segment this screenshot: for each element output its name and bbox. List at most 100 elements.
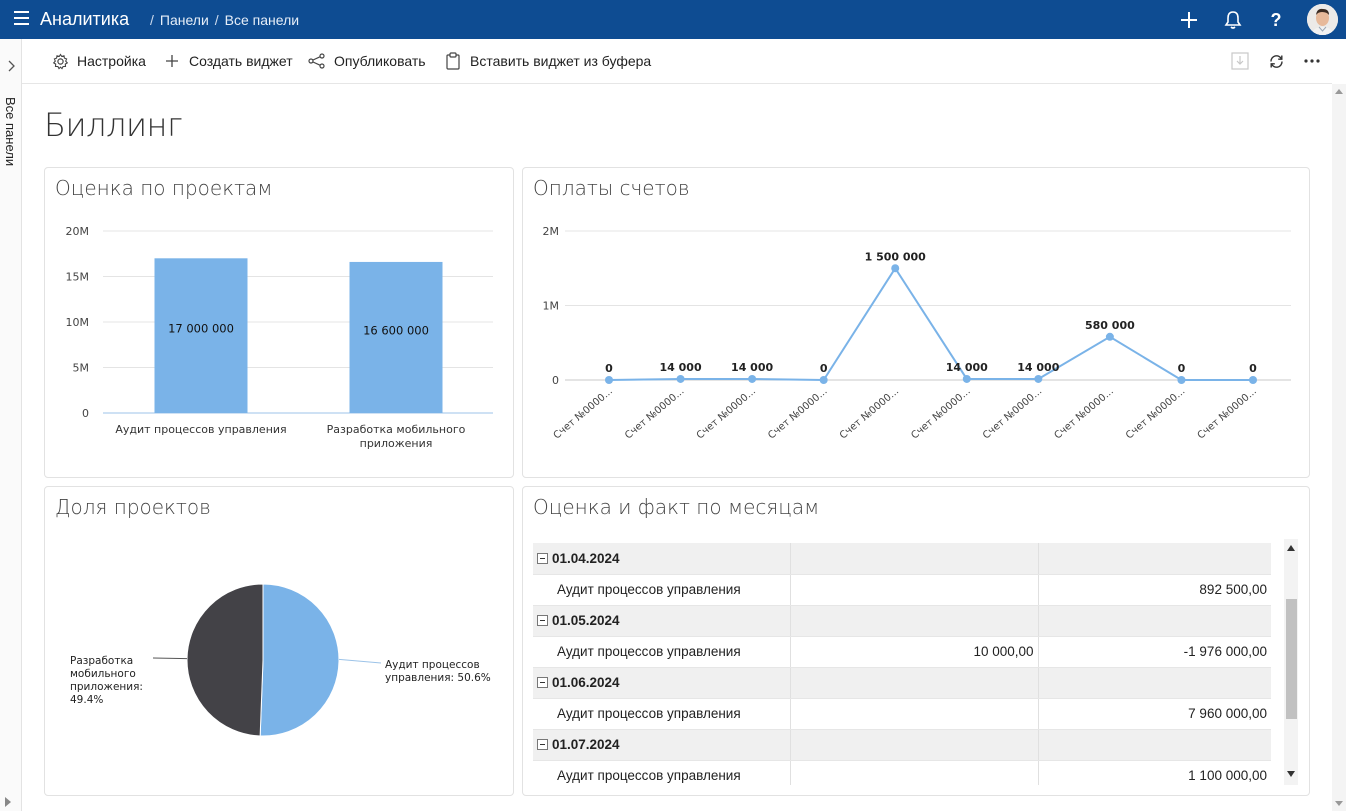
pie-label: Разработка мобильного приложения: 49.4% — [70, 655, 143, 706]
widget-invoice-payments: Оплаты счетов 0 1M 2M 0 Счет №0000... 14 000 С… — [522, 167, 1310, 478]
project-name-cell: Аудит процессов управления — [533, 698, 791, 730]
left-rail: Все панели — [0, 39, 22, 811]
create-widget-button[interactable]: Создать виджет — [163, 51, 293, 71]
x-category-label: Счет №0000... — [552, 386, 615, 442]
bar-chart: 0 5M 10M 15M 20M 17 000 000 16 600 000 Аудит пр… — [66, 225, 493, 450]
bar-data-label: 17 000 000 — [168, 322, 234, 336]
pivot-grid: 01.04.2024 Аудит процессов управления 892 … — [533, 539, 1298, 785]
paste-widget-label: Вставить виджет из буфера — [470, 53, 652, 69]
point-data-label: 14 000 — [731, 361, 773, 374]
fact-cell: 892 500,00 — [1038, 574, 1271, 606]
project-name-cell: Аудит процессов управления — [533, 574, 791, 606]
group-cell — [1038, 543, 1271, 575]
collapse-icon[interactable] — [537, 739, 548, 750]
y-tick-label: 15M — [66, 271, 90, 284]
collapse-icon[interactable] — [537, 677, 548, 688]
group-cell — [790, 543, 1039, 575]
grid-scrollbar[interactable] — [1284, 539, 1298, 785]
group-cell — [1038, 605, 1271, 637]
group-date-cell: 01.07.2024 — [533, 729, 791, 761]
scroll-thumb[interactable] — [1286, 599, 1297, 719]
widget-title: Оплаты счетов — [533, 176, 690, 200]
fact-cell: 7 960 000,00 — [1038, 698, 1271, 730]
settings-button[interactable]: Настройка — [51, 51, 146, 71]
help-icon[interactable]: ? — [1270, 9, 1282, 30]
group-row: 01.04.2024 — [533, 543, 1271, 575]
chevron-right-icon[interactable] — [4, 59, 18, 73]
toolbar: Настройка Создать виджет Опубликовать Вс… — [22, 39, 1332, 84]
publish-button[interactable]: Опубликовать — [308, 51, 426, 71]
pie-chart: Аудит процессов управления: 50.6% Разработ… — [70, 583, 491, 737]
widget-project-share: Доля проектов Аудит процессов управления:… — [44, 486, 514, 796]
group-date-cell: 01.06.2024 — [533, 667, 791, 699]
group-date: 01.05.2024 — [552, 613, 620, 628]
y-tick-label: 20M — [66, 225, 90, 238]
project-name-cell: Аудит процессов управления — [533, 636, 791, 668]
x-category-label: Счет №0000... — [838, 386, 901, 442]
estimate-cell — [790, 574, 1039, 606]
group-date-cell: 01.05.2024 — [533, 605, 791, 637]
line-point — [605, 376, 613, 384]
point-data-label: 14 000 — [660, 361, 702, 374]
x-category-label: Аудит процессов управления — [115, 423, 286, 436]
x-category-label: Счет №0000... — [981, 386, 1044, 442]
save-icon[interactable] — [1229, 50, 1251, 72]
menu-icon[interactable] — [14, 11, 29, 27]
app-title[interactable]: Аналитика — [40, 9, 130, 29]
more-options-icon[interactable] — [1301, 50, 1323, 72]
x-category-label: Разработка мобильного приложения — [327, 423, 466, 450]
rail-label-all-panels[interactable]: Все панели — [3, 97, 18, 167]
scroll-up-icon[interactable] — [1287, 545, 1295, 551]
bar-data-label: 16 600 000 — [363, 323, 429, 337]
breadcrumb: / Панели / Все панели — [150, 12, 299, 28]
scroll-down-icon[interactable] — [1287, 771, 1295, 777]
avatar[interactable] — [1307, 4, 1338, 35]
pie-slice — [259, 583, 340, 737]
bell-icon[interactable] — [1221, 8, 1245, 32]
group-date: 01.07.2024 — [552, 737, 620, 752]
collapse-icon[interactable] — [537, 552, 548, 564]
scroll-up-icon[interactable] — [1335, 89, 1343, 94]
y-tick-label: 10M — [66, 316, 90, 329]
refresh-icon[interactable] — [1265, 50, 1287, 72]
breadcrumb-item-all-panels[interactable]: Все панели — [224, 12, 300, 28]
x-category-label: Счет №0000... — [1052, 386, 1115, 442]
paste-widget-button[interactable]: Вставить виджет из буфера — [444, 51, 651, 71]
page-scrollbar[interactable] — [1332, 84, 1346, 811]
x-category-label: Счет №0000... — [623, 386, 686, 442]
breadcrumb-item-panels[interactable]: Панели — [159, 12, 209, 28]
estimate-cell — [790, 760, 1039, 785]
group-cell — [1038, 667, 1271, 699]
line-point — [1249, 376, 1257, 384]
group-date-cell: 01.04.2024 — [533, 543, 791, 575]
pivot-table: 01.04.2024 Аудит процессов управления 892 … — [533, 543, 1271, 785]
group-cell — [790, 605, 1039, 637]
widget-title: Доля проектов — [55, 495, 211, 519]
point-data-label: 0 — [605, 362, 613, 375]
widget-title: Оценка по проектам — [55, 176, 273, 200]
table-row: Аудит процессов управления 7 960 000,00 — [533, 698, 1271, 730]
add-icon[interactable] — [1177, 8, 1201, 32]
table-row: Аудит процессов управления 10 000,00 -1 97… — [533, 636, 1271, 668]
y-tick-label: 2M — [543, 225, 560, 238]
x-category-label: Счет №0000... — [1196, 386, 1259, 442]
line-point — [819, 376, 828, 384]
y-tick-label: 0 — [82, 407, 89, 420]
settings-label: Настройка — [77, 53, 146, 69]
table-row: Аудит процессов управления 892 500,00 — [533, 574, 1271, 606]
series-line — [608, 266, 1253, 382]
fact-cell: 1 100 000,00 — [1038, 760, 1271, 785]
line-point — [1105, 332, 1114, 341]
point-data-label: 14 000 — [946, 361, 988, 374]
point-data-label: 0 — [820, 362, 828, 375]
expand-arrow-icon[interactable] — [5, 797, 11, 807]
collapse-icon[interactable] — [537, 615, 548, 626]
scroll-down-icon[interactable] — [1335, 801, 1343, 806]
x-category-label: Счет №0000... — [695, 386, 758, 442]
y-tick-label: 0 — [552, 374, 559, 387]
share-icon — [308, 52, 326, 70]
x-category-label: Счет №0000... — [909, 386, 972, 442]
estimate-cell — [790, 698, 1039, 730]
top-bar: Аналитика / Панели / Все панели ? — [0, 0, 1346, 39]
line-point — [1034, 374, 1043, 383]
